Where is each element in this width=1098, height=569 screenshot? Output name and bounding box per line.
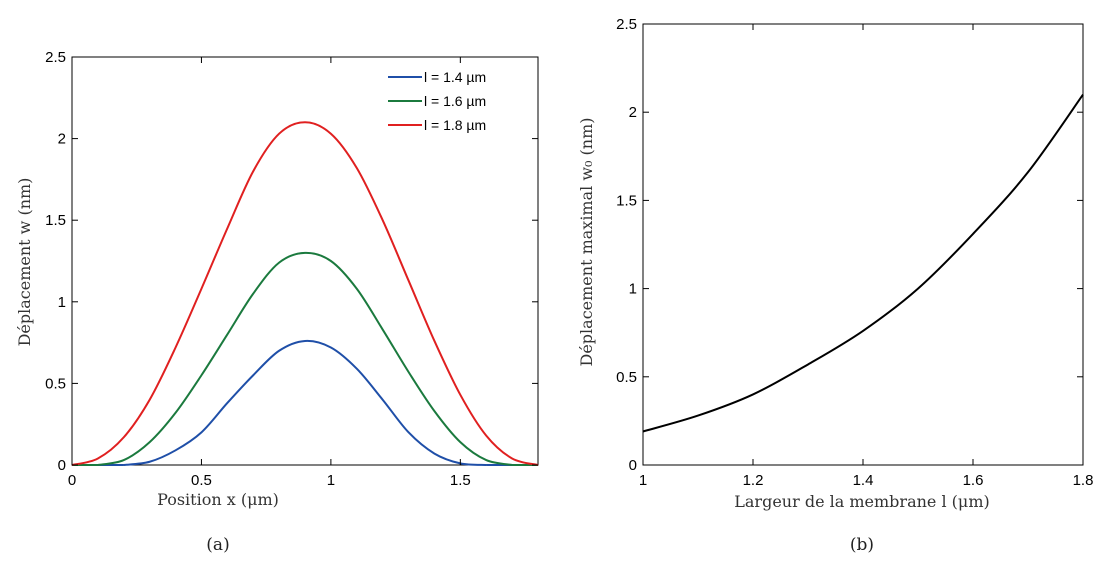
legend-label: l = 1.4 µm: [424, 69, 486, 85]
x-tick-label: 0: [68, 472, 76, 489]
x-axis-label-b: Largeur de la membrane l (μm): [734, 492, 989, 511]
y-tick-label: 0.5: [45, 375, 66, 392]
caption-b: (b): [850, 535, 874, 555]
y-tick-label: 1.5: [616, 192, 637, 209]
panel-a: 0 0.5 1 1.5 0 0.5 1 1.5 2 2.5 Position x (μm) Dép…: [15, 49, 539, 555]
y-tick-label: 2.5: [616, 16, 637, 33]
x-axis-label-a: Position x (μm): [157, 490, 279, 509]
x-tick-label: 1: [327, 472, 335, 489]
legend-label: l = 1.8 µm: [424, 117, 486, 133]
y-axis-label-a: Déplacement w (nm): [15, 178, 34, 347]
legend-label: l = 1.6 µm: [424, 93, 486, 109]
x-tick-label: 1.4: [853, 472, 874, 489]
panel-b: 1 1.2 1.4 1.6 1.8 0 0.5 1 1.5 2 2.5 Largeur de la …: [577, 16, 1093, 555]
x-tick-label: 1.8: [1073, 472, 1094, 489]
series-line-2: [97, 251, 513, 466]
legend-a: l = 1.4 µm l = 1.6 µm l = 1.8 µm: [388, 69, 486, 133]
y-tick-label: 2.5: [45, 49, 66, 66]
x-tick-label: 1.5: [450, 472, 471, 489]
series-line-1: [642, 93, 1084, 433]
y-tick-label: 1: [58, 294, 66, 311]
plot-area-b: [642, 23, 1084, 466]
x-tick-label: 1.2: [743, 472, 764, 489]
ticks-a: 0 0.5 1 1.5 0 0.5 1 1.5 2 2.5: [45, 49, 538, 489]
series-line-3: [71, 121, 539, 466]
caption-a: (a): [206, 535, 229, 555]
series-line-1: [123, 339, 487, 466]
ticks-b: 1 1.2 1.4 1.6 1.8 0 0.5 1 1.5 2 2.5: [616, 16, 1093, 489]
y-tick-label: 2: [58, 131, 66, 148]
y-tick-label: 2: [629, 104, 637, 121]
x-tick-label: 1: [639, 472, 647, 489]
x-tick-label: 1.6: [963, 472, 984, 489]
y-tick-label: 1.5: [45, 212, 66, 229]
y-tick-label: 1: [629, 281, 637, 298]
axes-frame: [71, 56, 539, 466]
y-tick-label: 0: [629, 457, 637, 474]
y-tick-label: 0: [58, 457, 66, 474]
axes-frame: [642, 23, 1084, 466]
y-axis-label-b: Déplacement maximal w₀ (nm): [577, 117, 596, 366]
y-tick-label: 0.5: [616, 369, 637, 386]
plot-area-a: [71, 56, 539, 466]
x-tick-label: 0.5: [191, 472, 212, 489]
